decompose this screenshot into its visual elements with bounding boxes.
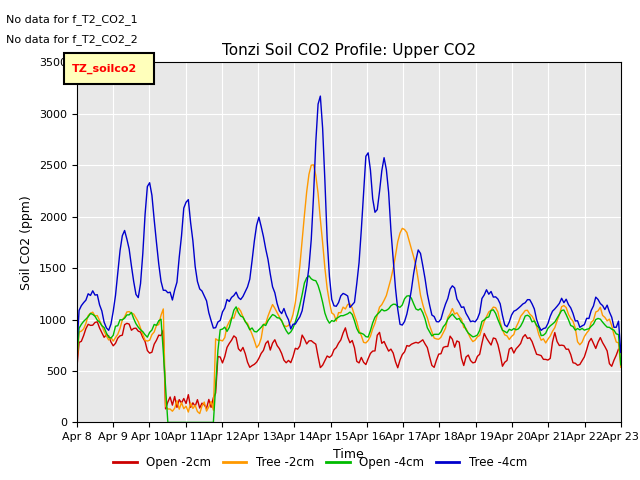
X-axis label: Time: Time (333, 448, 364, 461)
Text: TZ_soilco2: TZ_soilco2 (72, 63, 137, 74)
Text: No data for f_T2_CO2_1: No data for f_T2_CO2_1 (6, 14, 138, 25)
Legend: Open -2cm, Tree -2cm, Open -4cm, Tree -4cm: Open -2cm, Tree -2cm, Open -4cm, Tree -4… (108, 452, 532, 474)
Y-axis label: Soil CO2 (ppm): Soil CO2 (ppm) (20, 195, 33, 290)
Title: Tonzi Soil CO2 Profile: Upper CO2: Tonzi Soil CO2 Profile: Upper CO2 (222, 44, 476, 59)
Text: No data for f_T2_CO2_2: No data for f_T2_CO2_2 (6, 34, 138, 45)
